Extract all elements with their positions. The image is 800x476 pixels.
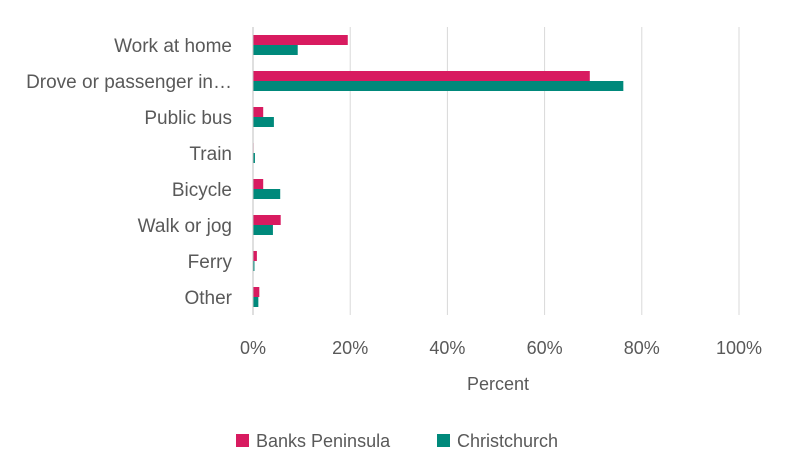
bar-christchurch-work-at-home <box>253 45 298 55</box>
bar-christchurch-train <box>253 153 255 163</box>
bar-banks-peninsula-drove-or-passenger-in <box>253 71 590 81</box>
category-label-train: Train <box>189 144 232 165</box>
legend-label-christchurch: Christchurch <box>457 431 558 451</box>
gridlines <box>252 27 740 315</box>
bar-christchurch-ferry <box>253 261 255 271</box>
legend-swatch-banks-peninsula <box>236 434 249 447</box>
bar-christchurch-bicycle <box>253 189 281 199</box>
bar-christchurch-other <box>253 297 259 307</box>
x-tick-label: 0% <box>240 338 266 358</box>
x-tick-label: 40% <box>429 338 465 358</box>
bar-banks-peninsula-other <box>253 287 260 297</box>
category-label-work-at-home: Work at home <box>114 36 232 57</box>
category-label-bicycle: Bicycle <box>172 180 232 201</box>
category-label-other: Other <box>184 288 232 309</box>
legend-label-banks-peninsula: Banks Peninsula <box>256 431 391 451</box>
legend-swatch-christchurch <box>437 434 450 447</box>
legend: Banks Peninsula Christchurch <box>236 431 558 451</box>
x-tick-label: 80% <box>624 338 660 358</box>
x-tick-label: 60% <box>527 338 563 358</box>
bar-banks-peninsula-bicycle <box>253 179 264 189</box>
bar-banks-peninsula-walk-or-jog <box>253 215 281 225</box>
bars <box>252 27 624 315</box>
bar-christchurch-drove-or-passenger-in <box>253 81 624 91</box>
bar-christchurch-walk-or-jog <box>253 225 273 235</box>
bar-banks-peninsula-ferry <box>253 251 257 261</box>
bar-banks-peninsula-public-bus <box>253 107 264 117</box>
x-tick-labels: 0% 20% 40% 60% 80% 100% <box>240 338 762 358</box>
x-tick-label: 100% <box>716 338 762 358</box>
category-label-drove-or-passenger-in: Drove or passenger in… <box>26 72 232 93</box>
bar-christchurch-public-bus <box>253 117 274 127</box>
x-tick-label: 20% <box>332 338 368 358</box>
category-labels: Work at home Drove or passenger in… Public… <box>26 36 233 309</box>
x-axis-title: Percent <box>467 374 529 394</box>
category-label-ferry: Ferry <box>188 252 233 273</box>
category-label-walk-or-jog: Walk or jog <box>138 216 232 237</box>
bar-banks-peninsula-work-at-home <box>253 35 348 45</box>
category-label-public-bus: Public bus <box>144 108 232 129</box>
